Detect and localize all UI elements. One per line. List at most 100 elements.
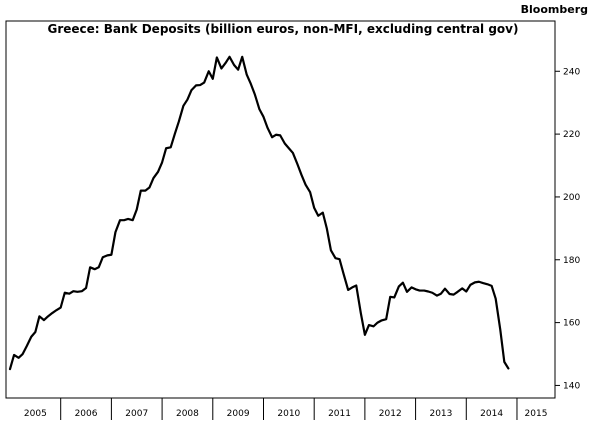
data-point [26, 345, 28, 347]
data-point [389, 296, 391, 298]
data-point [300, 174, 303, 176]
data-point [436, 294, 438, 297]
data-point [165, 147, 167, 149]
data-point [178, 120, 180, 123]
data-point [317, 215, 319, 217]
x-tick-label: 2008 [176, 409, 199, 419]
data-point [393, 296, 395, 299]
data-point [275, 134, 277, 136]
data-point [355, 284, 357, 287]
data-point [342, 273, 345, 275]
data-point [199, 84, 201, 86]
data-point [114, 231, 117, 233]
series-layer [8, 55, 510, 371]
data-point [372, 325, 375, 327]
x-tick-label: 2013 [429, 409, 452, 419]
data-point [322, 212, 324, 214]
data-point [288, 147, 290, 149]
x-tick-label: 2012 [379, 409, 402, 419]
data-point [98, 266, 100, 268]
data-point [266, 127, 269, 129]
x-tick-label: 2011 [328, 409, 351, 419]
x-tick-label: 2005 [24, 409, 47, 419]
data-point [13, 354, 15, 356]
data-point [491, 285, 493, 287]
data-point [398, 285, 400, 288]
y-axis: 140 160 180 200 220 240 [555, 67, 580, 391]
data-point [453, 294, 455, 296]
data-point [144, 190, 146, 192]
data-point [402, 282, 404, 284]
data-point [85, 287, 87, 289]
data-point [258, 108, 261, 110]
x-tick-label: 2006 [75, 409, 98, 419]
data-point [284, 142, 286, 145]
data-point [9, 368, 11, 370]
x-tick-label: 2010 [277, 409, 300, 419]
data-point [190, 89, 193, 91]
data-point [47, 315, 49, 317]
data-point [170, 146, 172, 148]
data-point [250, 83, 252, 85]
data-point [368, 324, 370, 326]
data-point [326, 228, 328, 230]
data-point [486, 283, 489, 285]
data-point [212, 78, 214, 80]
y-tick-label: 160 [563, 319, 580, 329]
data-point [64, 292, 66, 294]
data-point [246, 74, 248, 76]
data-point [292, 152, 294, 154]
x-tick-label: 2007 [125, 409, 148, 419]
data-point [262, 116, 265, 118]
data-point [385, 318, 387, 320]
data-point [410, 286, 413, 289]
data-point [406, 291, 408, 293]
data-point [60, 306, 62, 309]
data-point [296, 163, 299, 165]
data-point [254, 93, 256, 96]
data-point [76, 291, 79, 293]
data-point [241, 56, 243, 58]
data-point [56, 309, 58, 311]
data-point [224, 62, 227, 64]
data-point [186, 98, 189, 101]
data-point [18, 357, 20, 359]
data-point [140, 190, 142, 192]
data-point [351, 286, 353, 289]
data-point [148, 186, 151, 189]
data-point [461, 287, 463, 289]
y-tick-label: 140 [563, 381, 580, 391]
data-point [499, 328, 501, 331]
data-point [203, 81, 205, 84]
data-point [465, 290, 467, 293]
chart-title: Greece: Bank Deposits (billion euros, no… [48, 22, 519, 36]
data-point [51, 312, 53, 314]
deposits-series-line [8, 55, 510, 371]
plot-frame [5, 20, 556, 399]
data-point [423, 289, 425, 292]
x-tick-label: 2014 [480, 409, 503, 419]
data-point [182, 105, 184, 107]
data-point [216, 56, 218, 59]
data-point [119, 219, 121, 221]
data-point [127, 218, 129, 220]
data-point [347, 289, 349, 291]
data-point [237, 69, 239, 71]
data-point [81, 290, 83, 292]
data-point [34, 331, 36, 333]
data-point [228, 56, 231, 58]
brand-label: Bloomberg [521, 3, 588, 16]
data-point [136, 208, 138, 211]
data-point [330, 249, 332, 251]
data-point [304, 184, 307, 186]
data-point [507, 367, 509, 370]
x-tick-label: 2015 [525, 409, 548, 419]
data-point [43, 319, 45, 321]
data-point [152, 177, 155, 179]
data-point [431, 292, 433, 294]
data-point [469, 284, 471, 286]
data-point [68, 293, 70, 295]
data-point [30, 336, 32, 338]
data-point [271, 136, 273, 138]
data-point [132, 219, 134, 221]
